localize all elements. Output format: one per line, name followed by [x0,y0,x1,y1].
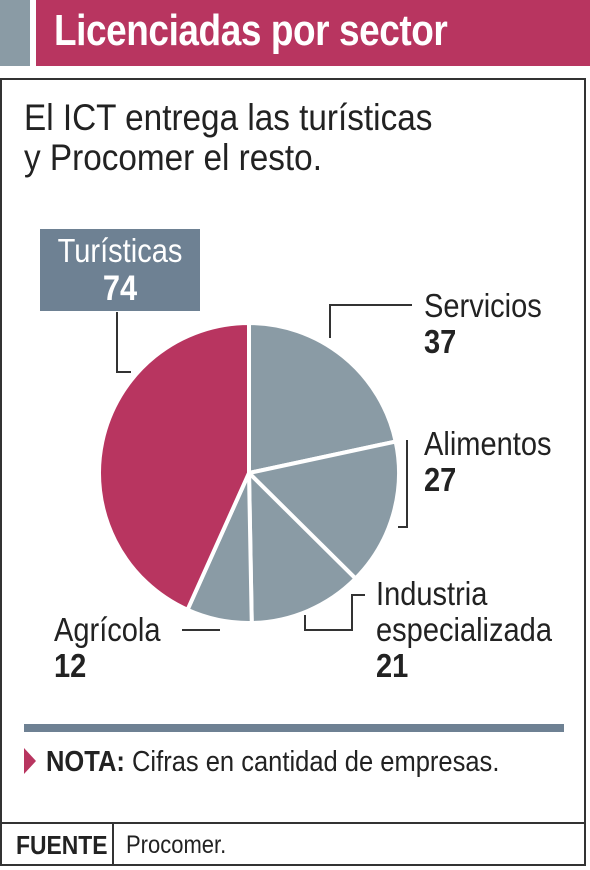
note: NOTA: Cifras en cantidad de empresas. [24,746,561,779]
leader-line-turisticas [116,312,131,373]
chart-title: Licenciadas por sector [54,6,448,55]
source-text: Procomer. [126,831,227,859]
note-bullet-icon [24,748,36,774]
label-alimentos: Alimentos 27 [424,426,569,498]
pie-slice-alimentos [247,439,401,581]
note-text: Cifras en cantidad de empresas. [132,746,500,778]
pie-slices [97,321,401,625]
label-industria: Industria especializada 21 [376,576,576,684]
leader-line-alimentos [398,440,408,528]
leader-line-industria [304,594,365,631]
source-row: FUENTE Procomer. [0,822,586,866]
label-servicios-value: 37 [424,323,457,360]
subtitle-line-1: El ICT entrega las turísticas [24,97,433,138]
label-turisticas-name: Turísticas [57,232,183,269]
leader-lines [116,304,412,631]
label-industria-name-2: especializada [376,611,552,648]
label-turisticas: Turísticas 74 [40,229,200,311]
source-label: FUENTE [16,830,108,860]
label-industria-name-1: Industria [376,575,488,612]
label-turisticas-value: 74 [102,269,138,308]
chart-subtitle: El ICT entrega las turísticas y Procomer… [24,98,510,178]
chart-frame [0,78,586,866]
label-servicios-name: Servicios [424,287,542,324]
source-separator [112,824,114,866]
note-label: NOTA: [46,746,125,778]
label-alimentos-value: 27 [424,461,457,498]
label-agricola-name: Agrícola [54,611,161,648]
pie-slice-industria-especializada [247,471,358,625]
label-agricola-value: 12 [54,647,87,684]
pie-slice-turisticas [97,321,251,612]
label-alimentos-name: Alimentos [424,425,552,462]
pie-slice-servicios [247,321,398,475]
label-agricola: Agrícola 12 [54,612,175,684]
leader-line-servicios [329,304,412,338]
note-divider [24,724,564,732]
subtitle-line-2: y Procomer el resto. [24,137,322,178]
header-title-bar [36,0,590,66]
header: Licenciadas por sector [0,0,590,66]
label-industria-value: 21 [376,647,409,684]
label-servicios: Servicios 37 [424,288,558,360]
header-accent-block [0,0,30,66]
